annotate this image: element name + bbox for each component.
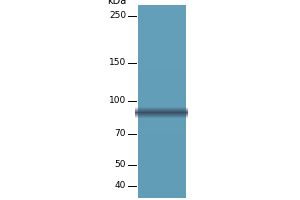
Text: 50: 50 bbox=[115, 160, 126, 169]
Text: 250: 250 bbox=[109, 11, 126, 20]
Text: 150: 150 bbox=[109, 58, 126, 67]
Text: 40: 40 bbox=[115, 181, 126, 190]
Text: 100: 100 bbox=[109, 96, 126, 105]
Text: kDa: kDa bbox=[107, 0, 126, 6]
Text: 70: 70 bbox=[115, 129, 126, 138]
